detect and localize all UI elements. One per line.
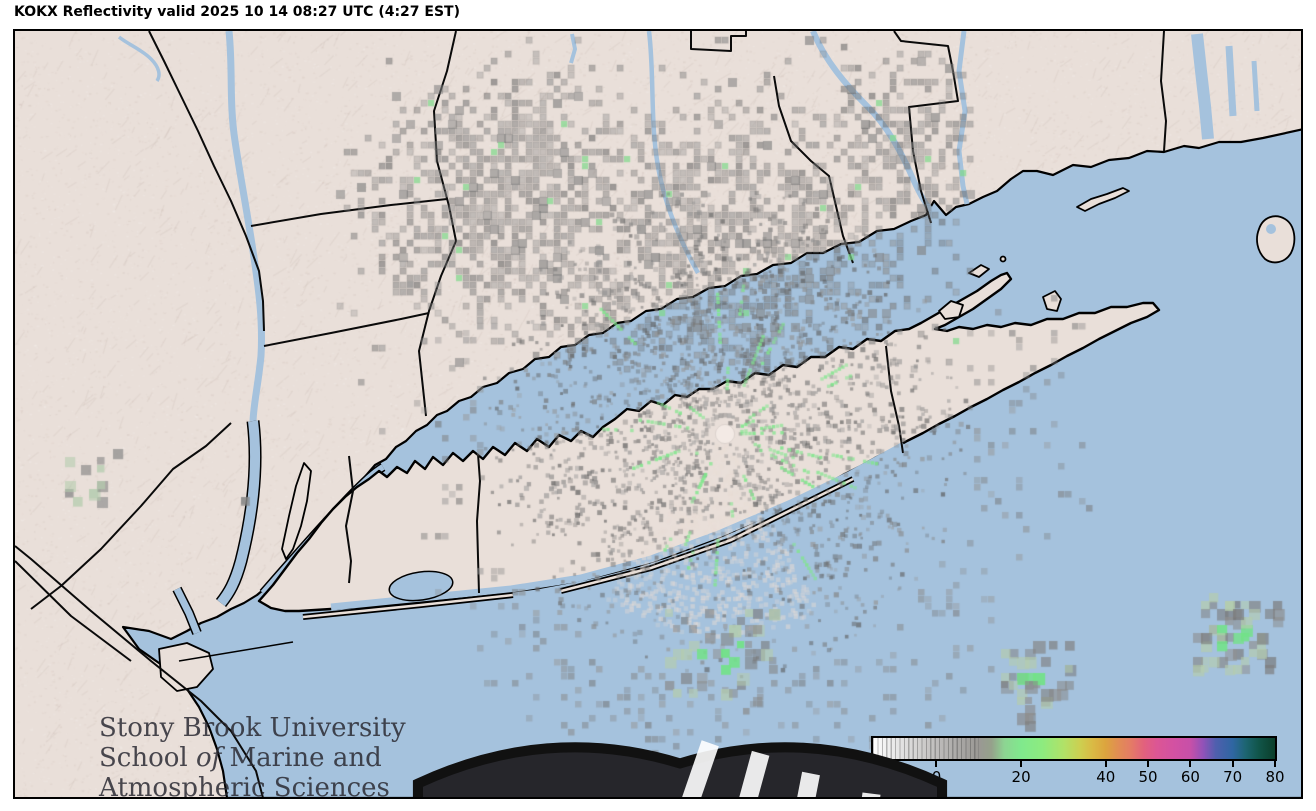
colorbar-gradient [871, 736, 1277, 761]
colorbar-tick [1104, 761, 1107, 767]
colorbar-tick [1147, 761, 1150, 767]
radar-map: 0204050607080 ★ Stony Brook University S… [13, 29, 1303, 799]
colorbar-tick [1020, 761, 1023, 767]
reflectivity-colorbar: 0204050607080 [871, 736, 1285, 794]
page-title: KOKX Reflectivity valid 2025 10 14 08:27… [14, 4, 461, 20]
colorbar-tick-label: 50 [1138, 768, 1158, 786]
colorbar-tick-label: 70 [1223, 768, 1243, 786]
colorbar-step-stripes [873, 738, 979, 759]
colorbar-tick [1231, 761, 1234, 767]
logo-text-line3: Atmospheric Sciences [99, 773, 390, 799]
logo-text-line1: Stony Brook University [99, 713, 406, 743]
logo-text-line2: School of Marine and [99, 743, 382, 773]
stony-brook-logo: ★ Stony Brook University School of Marin… [37, 713, 948, 797]
colorbar-tick-label: 40 [1096, 768, 1116, 786]
colorbar-tick [935, 761, 938, 767]
colorbar-tick-label: 60 [1180, 768, 1200, 786]
radar-clutter-layer [15, 31, 1301, 797]
colorbar-tick-label: 20 [1011, 768, 1031, 786]
colorbar-tick [1274, 761, 1276, 767]
sbu-shield-icon: ★ [412, 740, 948, 797]
colorbar-tick [1189, 761, 1192, 767]
colorbar-tick-label: 80 [1265, 768, 1285, 786]
